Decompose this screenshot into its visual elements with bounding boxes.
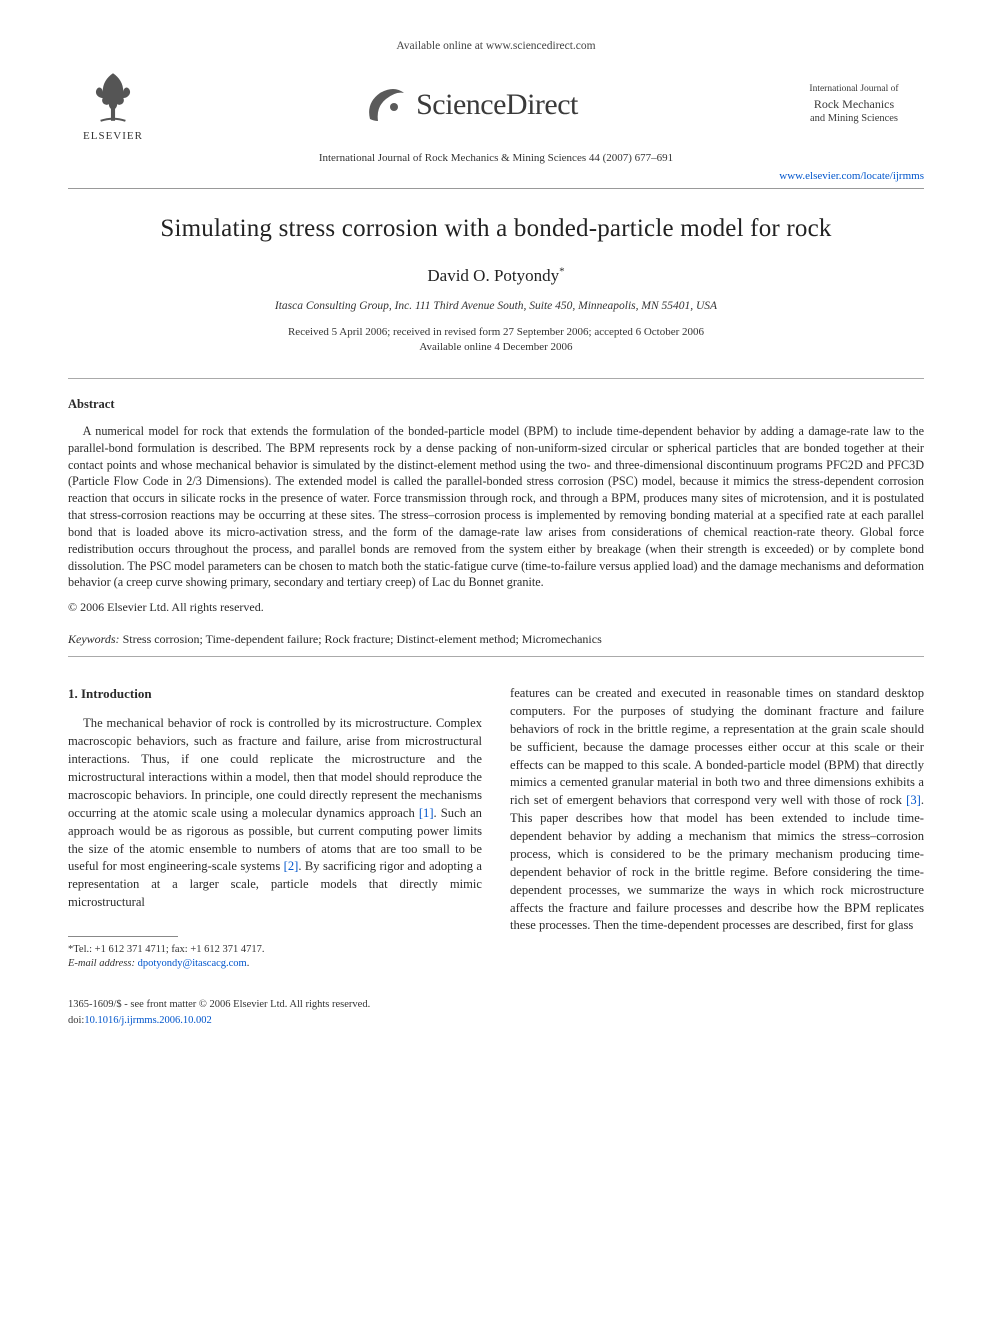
journal-line1: International Journal of	[784, 83, 924, 96]
paper-page: Available online at www.sciencedirect.co…	[0, 0, 992, 1068]
footnote-rule	[68, 936, 178, 937]
footnote-tel: *Tel.: +1 612 371 4711; fax: +1 612 371 …	[68, 943, 482, 957]
journal-title-block: International Journal of Rock Mechanics …	[784, 83, 924, 126]
ref-3[interactable]: [3]	[906, 793, 921, 807]
left-column: 1. Introduction The mechanical behavior …	[68, 685, 482, 971]
abstract-body: A numerical model for rock that extends …	[68, 423, 924, 591]
footnote-email-line: E-mail address: dpotyondy@itascacg.com.	[68, 957, 482, 971]
abstract-heading: Abstract	[68, 395, 924, 413]
elsevier-tree-icon	[82, 65, 144, 127]
email-label: E-mail address:	[68, 958, 135, 969]
abstract-bottom-rule	[68, 656, 924, 657]
corresponding-footnote: *Tel.: +1 612 371 4711; fax: +1 612 371 …	[68, 943, 482, 971]
section-number: 1.	[68, 686, 78, 701]
col2-text-a: features can be created and executed in …	[510, 686, 924, 807]
citation: International Journal of Rock Mechanics …	[68, 151, 924, 167]
footer-left: 1365-1609/$ - see front matter © 2006 El…	[68, 997, 370, 1027]
email-suffix: .	[247, 958, 250, 969]
abstract-copyright: © 2006 Elsevier Ltd. All rights reserved…	[68, 599, 924, 616]
abstract-top-rule	[68, 378, 924, 379]
journal-homepage-link[interactable]: www.elsevier.com/locate/ijrmms	[68, 169, 924, 185]
doi-line: doi:10.1016/j.ijrmms.2006.10.002	[68, 1013, 370, 1028]
elsevier-logo-block: ELSEVIER	[68, 65, 158, 145]
keywords-label: Keywords:	[68, 632, 120, 646]
journal-line2: Rock Mechanics	[784, 96, 924, 112]
ref-2[interactable]: [2]	[284, 859, 299, 873]
author-email[interactable]: dpotyondy@itascacg.com	[138, 958, 247, 969]
keywords-text: Stress corrosion; Time-dependent failure…	[120, 632, 602, 646]
body-columns: 1. Introduction The mechanical behavior …	[68, 685, 924, 971]
col1-text-a: The mechanical behavior of rock is contr…	[68, 716, 482, 819]
doi-link[interactable]: 10.1016/j.ijrmms.2006.10.002	[84, 1015, 211, 1026]
sciencedirect-logo: ScienceDirect	[364, 83, 578, 127]
header-rule	[68, 188, 924, 189]
col2-paragraph: features can be created and executed in …	[510, 685, 924, 935]
section-heading: 1. Introduction	[68, 685, 482, 703]
journal-line3: and Mining Sciences	[784, 112, 924, 126]
ref-1[interactable]: [1]	[419, 806, 434, 820]
affiliation: Itasca Consulting Group, Inc. 111 Third …	[68, 298, 924, 315]
received-line: Received 5 April 2006; received in revis…	[68, 325, 924, 340]
publisher-header: ELSEVIER ScienceDirect International Jou…	[68, 65, 924, 145]
sciencedirect-text: ScienceDirect	[416, 83, 578, 127]
author-name: David O. Potyondy	[427, 266, 559, 285]
article-dates: Received 5 April 2006; received in revis…	[68, 325, 924, 356]
available-line: Available online 4 December 2006	[68, 340, 924, 355]
corresponding-marker: *	[559, 265, 565, 277]
col2-text-b: . This paper describes how that model ha…	[510, 793, 924, 932]
page-footer: 1365-1609/$ - see front matter © 2006 El…	[68, 997, 924, 1027]
doi-label: doi:	[68, 1015, 84, 1026]
sciencedirect-swoosh-icon	[364, 83, 408, 127]
available-online: Available online at www.sciencedirect.co…	[68, 38, 924, 55]
author-line: David O. Potyondy*	[68, 264, 924, 289]
right-column: features can be created and executed in …	[510, 685, 924, 971]
section-title: Introduction	[81, 686, 152, 701]
elsevier-label: ELSEVIER	[83, 129, 143, 145]
intro-paragraph: The mechanical behavior of rock is contr…	[68, 715, 482, 912]
keywords-line: Keywords: Stress corrosion; Time-depende…	[68, 631, 924, 648]
front-matter: 1365-1609/$ - see front matter © 2006 El…	[68, 997, 370, 1012]
article-title: Simulating stress corrosion with a bonde…	[68, 211, 924, 247]
